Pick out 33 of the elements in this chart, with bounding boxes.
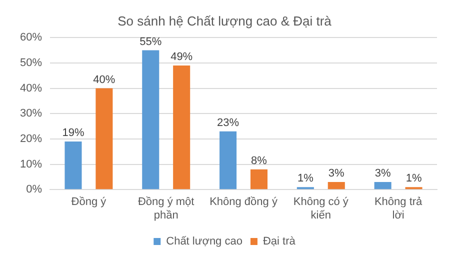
bar (374, 182, 392, 190)
x-tick-label: Đồng ý một phần (138, 196, 194, 222)
bar (220, 131, 237, 190)
y-tick-label: 30% (20, 108, 42, 120)
data-label: 3% (374, 168, 391, 180)
data-label: 1% (297, 172, 314, 185)
chart-title: So sánh hệ Chất lượng cao & Đại trà (118, 13, 332, 28)
data-label: 40% (93, 74, 116, 86)
y-tick-label: 50% (20, 56, 42, 69)
x-tick-label: Đồng ý (71, 196, 107, 208)
data-label: 49% (170, 51, 193, 63)
data-label: 23% (217, 116, 240, 129)
bar (96, 88, 113, 190)
y-tick-label: 0% (26, 184, 42, 196)
x-tick-label: Không đồng ý (210, 196, 278, 208)
data-label: 19% (62, 127, 84, 139)
data-label: 3% (328, 168, 345, 180)
y-tick-label: 60% (20, 32, 42, 44)
bar (142, 50, 160, 190)
y-tick-label: 10% (20, 158, 42, 170)
data-label: 8% (251, 154, 268, 167)
x-tick-label: Không trả lời (374, 196, 424, 222)
legend-label: Chất lượng cao (166, 236, 242, 248)
y-tick-label: 20% (20, 132, 42, 145)
bar (328, 182, 345, 190)
x-tick-label: Không có ý kiến (293, 196, 349, 222)
y-tick-label: 40% (20, 82, 42, 94)
bar (250, 169, 268, 190)
bar (173, 65, 190, 190)
data-label: 1% (406, 172, 422, 185)
data-label: 55% (140, 36, 162, 48)
bar (64, 141, 82, 190)
legend-label: Đại trà (262, 236, 296, 248)
